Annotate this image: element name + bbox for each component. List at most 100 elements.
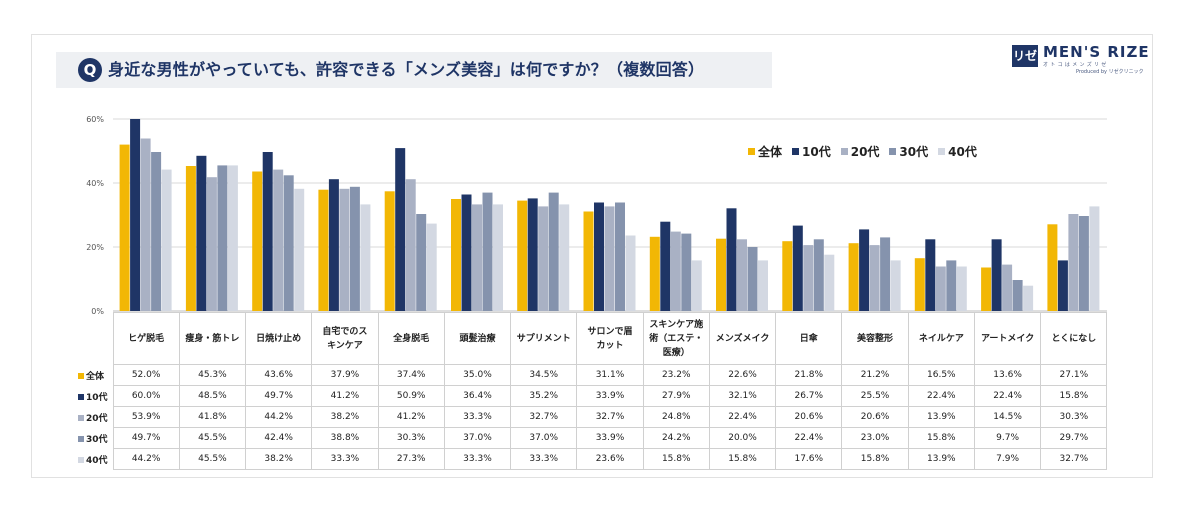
table-cell: 37.0% xyxy=(510,427,578,449)
table-cell: 15.8% xyxy=(708,448,777,470)
bar-20代-7 xyxy=(604,206,615,311)
table-cell: 32.7% xyxy=(1040,448,1108,470)
bar-40代-3 xyxy=(360,204,371,311)
table-cell: 41.2% xyxy=(377,406,445,428)
bar-30代-13 xyxy=(1012,280,1023,311)
table-cell: 27.3% xyxy=(377,448,445,470)
title-bar xyxy=(56,52,772,88)
bar-10代-9 xyxy=(726,208,737,311)
bar-40代-4 xyxy=(426,223,437,311)
table-cell: 33.9% xyxy=(576,427,644,449)
bar-20代-0 xyxy=(140,138,151,311)
table-cell: 20.0% xyxy=(708,427,777,449)
bar-20代-8 xyxy=(670,231,681,311)
bar-30代-2 xyxy=(283,175,294,311)
bar-40代-6 xyxy=(559,204,570,311)
bar-20代-1 xyxy=(206,177,217,311)
table-cell: 31.1% xyxy=(576,364,644,386)
table-row: 40代 44.2% 45.5% 38.2% 33.3% 27.3% 33.3% 33.3% 23… xyxy=(78,448,1108,470)
legend-item: 30代 xyxy=(889,143,928,160)
legend-label: 全体 xyxy=(758,145,783,159)
y-tick-label: 40% xyxy=(86,179,104,188)
question-icon: Q xyxy=(78,58,102,82)
category-label: 日傘 xyxy=(775,312,843,365)
table-cell: 37.0% xyxy=(443,427,512,449)
category-label: スキンケア施 術（エステ・ 医療） xyxy=(642,312,710,365)
y-tick-label: 60% xyxy=(86,115,104,124)
table-cell: 33.9% xyxy=(576,385,644,407)
y-tick-label: 0% xyxy=(91,307,104,316)
table-cell: 42.4% xyxy=(245,427,313,449)
table-cell: 44.2% xyxy=(112,448,180,470)
table-cell: 15.8% xyxy=(841,448,909,470)
row-swatch xyxy=(78,436,84,442)
bar-30代-11 xyxy=(880,237,891,311)
bar-10代-13 xyxy=(991,239,1002,311)
table-cell: 50.9% xyxy=(377,385,445,407)
bar-30代-4 xyxy=(416,214,427,311)
legend-swatch xyxy=(748,148,755,155)
bar-20代-11 xyxy=(869,245,880,311)
bar-10代-7 xyxy=(594,202,604,311)
bar-10代-3 xyxy=(328,179,339,311)
bars xyxy=(119,119,1100,311)
bar-40代-13 xyxy=(1023,285,1034,311)
bar-全体-8 xyxy=(649,236,660,311)
bar-10代-14 xyxy=(1057,260,1068,311)
table-cell: 41.2% xyxy=(311,385,379,407)
category-label: 頭髪治療 xyxy=(443,312,512,365)
bar-全体-13 xyxy=(981,267,992,311)
bar-全体-11 xyxy=(848,243,859,311)
bar-30代-8 xyxy=(681,233,692,311)
bar-30代-6 xyxy=(548,192,559,311)
row-label: 20代 xyxy=(78,407,113,428)
row-swatch xyxy=(78,415,84,421)
category-label: とくになし xyxy=(1040,312,1108,365)
bar-30代-5 xyxy=(482,192,493,311)
legend-swatch xyxy=(792,148,800,155)
bar-10代-6 xyxy=(527,198,538,311)
category-label: ヒゲ脱毛 xyxy=(112,312,180,365)
legend-label: 20代 xyxy=(850,145,880,159)
bar-30代-3 xyxy=(349,186,360,311)
category-label: 日焼け止め xyxy=(245,312,313,365)
table-row: 30代 49.7% 45.5% 42.4% 38.8% 30.3% 37.0% 37.0% 33… xyxy=(78,427,1108,449)
table-cell: 37.9% xyxy=(311,364,379,386)
table-cell: 33.3% xyxy=(443,448,512,470)
bar-10代-10 xyxy=(792,225,803,311)
bar-全体-5 xyxy=(451,199,461,311)
bar-全体-4 xyxy=(384,191,395,311)
bar-30代-10 xyxy=(813,239,824,311)
table-cell: 60.0% xyxy=(112,385,180,407)
table-cell: 43.6% xyxy=(245,364,313,386)
table-cell: 17.6% xyxy=(775,448,843,470)
legend-label: 40代 xyxy=(948,145,977,159)
table-cell: 23.0% xyxy=(841,427,909,449)
table-cell: 37.4% xyxy=(377,364,445,386)
legend-item: 20代 xyxy=(840,143,880,160)
bar-40代-1 xyxy=(227,165,238,311)
table-cell: 32.7% xyxy=(576,406,644,428)
row-swatch xyxy=(78,457,84,463)
table-cell: 45.3% xyxy=(178,364,247,386)
y-axis-ticks: 0% 20% 40% 60% xyxy=(86,115,104,316)
bar-20代-4 xyxy=(405,179,416,311)
table-cell: 35.0% xyxy=(443,364,512,386)
table-cell: 38.2% xyxy=(311,406,379,428)
table-cell: 32.1% xyxy=(708,385,777,407)
table-cell: 27.1% xyxy=(1040,364,1108,386)
table-cell: 24.8% xyxy=(642,406,710,428)
bar-全体-7 xyxy=(583,211,594,311)
bar-40代-8 xyxy=(691,260,702,311)
bar-40代-7 xyxy=(625,235,636,311)
row-swatch xyxy=(78,373,84,379)
table-cell: 30.3% xyxy=(377,427,445,449)
table-cell: 53.9% xyxy=(112,406,180,428)
bar-20代-6 xyxy=(538,206,549,311)
bar-10代-1 xyxy=(196,155,207,311)
table-cell: 13.6% xyxy=(973,364,1042,386)
bar-40代-14 xyxy=(1089,206,1100,311)
bar-全体-0 xyxy=(119,144,130,311)
table-cell: 52.0% xyxy=(112,364,180,386)
